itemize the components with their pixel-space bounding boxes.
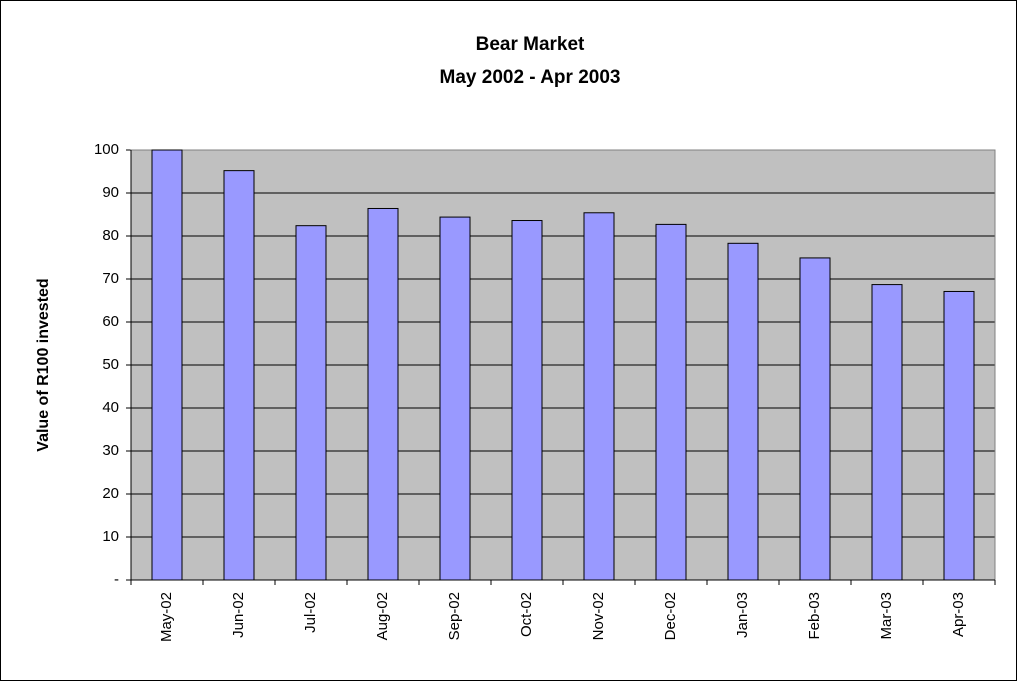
x-tick-label: Jun-02 bbox=[230, 592, 247, 638]
bar bbox=[511, 220, 543, 581]
chart-subtitle: May 2002 - Apr 2003 bbox=[440, 67, 621, 88]
bar bbox=[871, 284, 903, 581]
x-tick-label: Jan-03 bbox=[734, 592, 751, 638]
bar bbox=[367, 207, 399, 581]
x-tick-label: Nov-02 bbox=[590, 592, 607, 640]
x-tick-label: Oct-02 bbox=[518, 592, 535, 637]
x-tick-label: Jul-02 bbox=[302, 592, 319, 633]
chart-title: Bear Market bbox=[476, 34, 585, 55]
y-tick-label: 50 bbox=[102, 356, 119, 373]
y-tick-label: 90 bbox=[102, 184, 119, 201]
y-tick-label: 40 bbox=[102, 399, 119, 416]
bar bbox=[439, 216, 471, 581]
x-tick-label: Aug-02 bbox=[374, 592, 391, 640]
x-tick-label: May-02 bbox=[158, 592, 175, 642]
x-tick-label: Feb-03 bbox=[806, 592, 823, 640]
y-tick-label: 60 bbox=[102, 313, 119, 330]
bar bbox=[943, 290, 975, 581]
y-tick-label: 70 bbox=[102, 270, 119, 287]
bar bbox=[295, 225, 327, 581]
x-tick-label: Mar-03 bbox=[878, 592, 895, 640]
bar bbox=[799, 257, 831, 581]
bar bbox=[583, 212, 615, 581]
y-tick-label: 20 bbox=[102, 485, 119, 502]
bar bbox=[655, 223, 687, 581]
y-tick-label: 100 bbox=[94, 141, 119, 158]
y-tick-label: 30 bbox=[102, 442, 119, 459]
x-tick-label: Dec-02 bbox=[662, 592, 679, 640]
y-tick-label: - bbox=[114, 571, 119, 588]
y-axis-title: Value of R100 invested bbox=[35, 278, 52, 451]
bar bbox=[151, 149, 183, 581]
bar bbox=[223, 170, 255, 581]
x-tick-label: Sep-02 bbox=[446, 592, 463, 640]
y-tick-label: 10 bbox=[102, 528, 119, 545]
y-tick-label: 80 bbox=[102, 227, 119, 244]
x-tick-label: Apr-03 bbox=[950, 592, 967, 637]
bar bbox=[727, 242, 759, 581]
